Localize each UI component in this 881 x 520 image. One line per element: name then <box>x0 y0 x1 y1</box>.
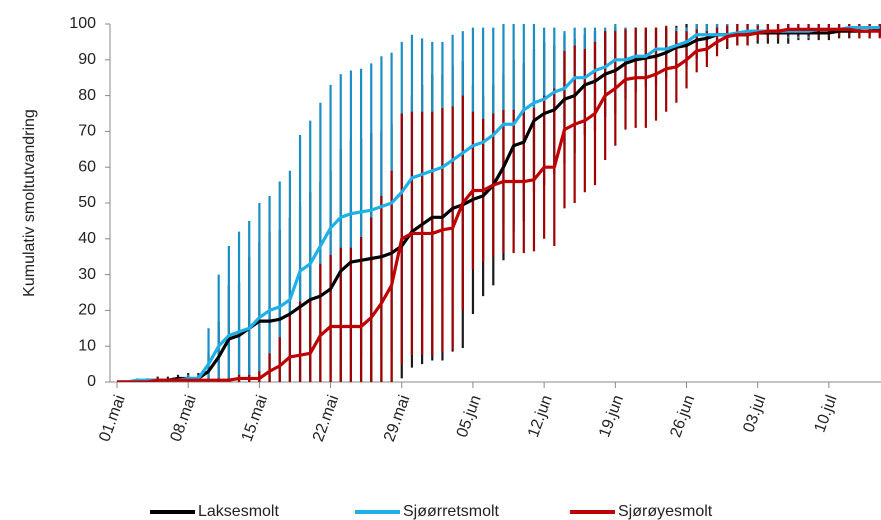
y-axis-label: Kumulativ smoltutvandring <box>21 109 38 297</box>
legend-label: Sjørøyesmolt <box>618 503 713 520</box>
lines <box>117 25 881 382</box>
y-tick-label: 80 <box>78 87 96 104</box>
y-tick-label: 90 <box>78 51 96 68</box>
x-tick-label: 12.jun <box>525 393 556 440</box>
x-tick-label: 22.mai <box>310 393 342 444</box>
y-tick-label: 100 <box>69 15 96 32</box>
legend-label: Laksesmolt <box>198 503 279 520</box>
x-tick-label: 19.jun <box>596 393 627 440</box>
x-tick-label: 01.mai <box>96 393 128 444</box>
x-tick-label: 10.jul <box>812 393 841 435</box>
legend-label: Sjøørretsmolt <box>403 503 500 520</box>
series-line <box>117 27 880 382</box>
x-tick-label: 08.mai <box>168 393 200 444</box>
series-line <box>117 27 881 382</box>
y-tick-label: 0 <box>87 373 96 390</box>
y-tick-label: 70 <box>78 123 96 140</box>
x-tick-label: 26.jun <box>667 393 698 440</box>
x-tick-label: 29.mai <box>381 393 413 444</box>
y-tick-label: 30 <box>78 266 96 283</box>
x-tick-label: 03.jul <box>740 393 769 435</box>
x-tick-label: 15.mai <box>239 393 271 444</box>
y-tick-label: 10 <box>78 337 96 354</box>
series-line <box>117 25 880 382</box>
y-tick-label: 50 <box>78 194 96 211</box>
y-tick-label: 60 <box>78 158 96 175</box>
x-tick-label: 05.jun <box>454 393 485 440</box>
y-tick-label: 40 <box>78 230 96 247</box>
error-bars <box>136 24 881 382</box>
y-tick-label: 20 <box>78 302 96 319</box>
